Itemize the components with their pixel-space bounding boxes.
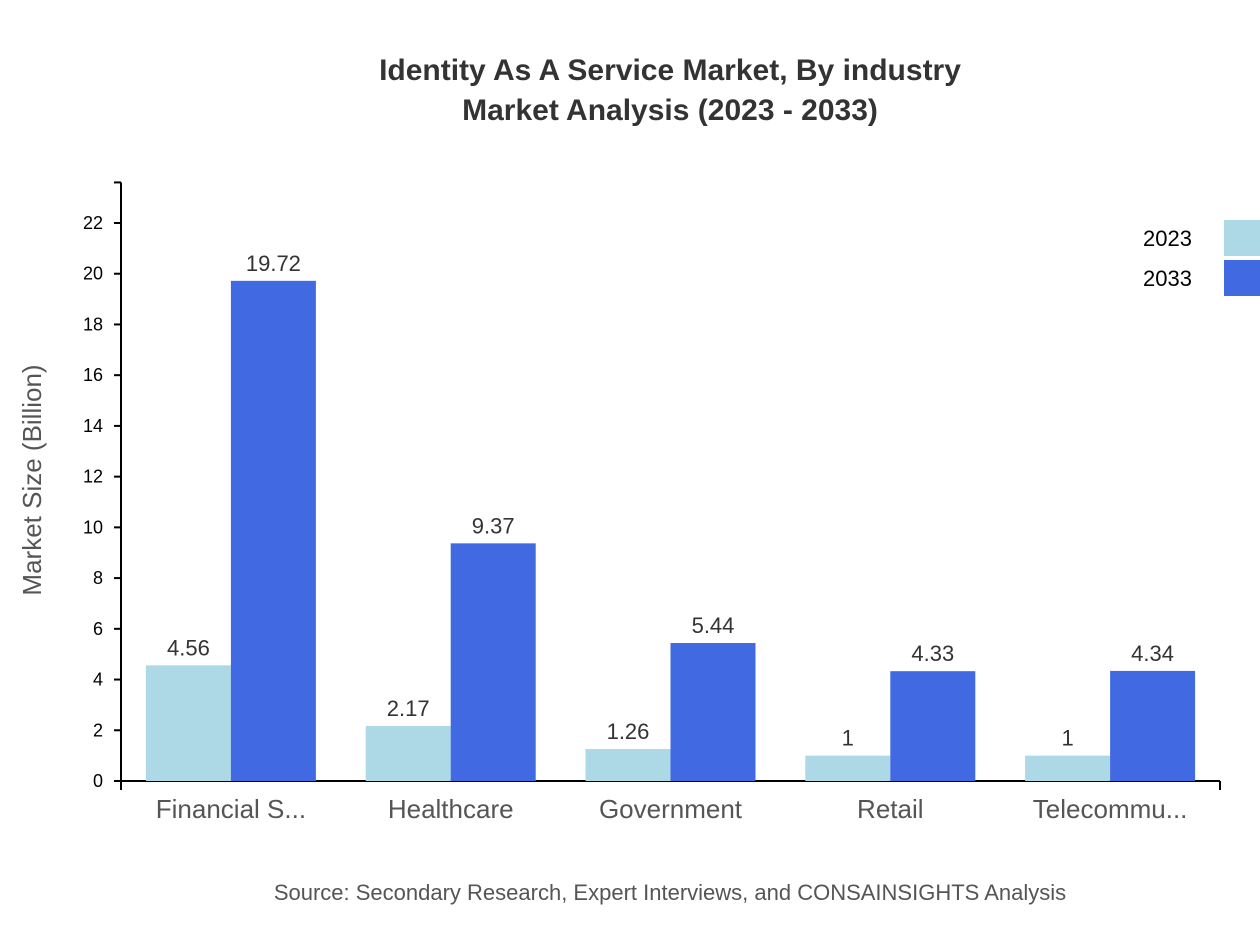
x-tick-label: Financial S... — [156, 794, 306, 824]
legend-label: 2023 — [1143, 226, 1192, 251]
y-tick-label: 14 — [83, 416, 103, 436]
y-tick-label: 10 — [83, 517, 103, 537]
bar-2023[interactable] — [805, 755, 891, 781]
data-label: 2.17 — [387, 696, 430, 721]
source-note: Source: Secondary Research, Expert Inter… — [274, 880, 1066, 905]
y-tick-label: 22 — [83, 213, 103, 233]
y-tick-label: 4 — [93, 670, 103, 690]
y-tick-label: 6 — [93, 619, 103, 639]
bar-2023[interactable] — [365, 725, 451, 781]
bar-2033[interactable] — [670, 643, 756, 781]
bar-2033[interactable] — [450, 543, 536, 781]
x-tick-label: Government — [599, 794, 743, 824]
bar-2023[interactable] — [145, 665, 231, 781]
data-label: 4.56 — [167, 635, 210, 660]
data-label: 1 — [1061, 726, 1073, 751]
bar-2033[interactable] — [890, 671, 976, 781]
legend-swatch — [1224, 260, 1260, 296]
data-label: 5.44 — [692, 613, 735, 638]
bar-2033[interactable] — [230, 280, 316, 781]
y-tick-label: 20 — [83, 264, 103, 284]
legend-label: 2033 — [1143, 266, 1192, 291]
y-tick-label: 8 — [93, 568, 103, 588]
data-label: 1.26 — [607, 719, 650, 744]
y-tick-label: 16 — [83, 365, 103, 385]
bar-2033[interactable] — [1110, 670, 1196, 781]
data-label: 4.33 — [911, 641, 954, 666]
y-tick-label: 12 — [83, 467, 103, 487]
y-tick-label: 18 — [83, 314, 103, 334]
bar-2023[interactable] — [1025, 755, 1111, 781]
data-label: 4.34 — [1131, 641, 1174, 666]
y-axis-label: Market Size (Billion) — [17, 364, 47, 595]
legend-swatch — [1224, 220, 1260, 256]
data-label: 19.72 — [246, 251, 301, 276]
y-tick-label: 0 — [93, 771, 103, 791]
data-label: 1 — [842, 726, 854, 751]
x-tick-label: Telecommu... — [1033, 794, 1188, 824]
x-tick-label: Healthcare — [388, 794, 514, 824]
chart-subtitle: Market Analysis (2023 - 2033) — [462, 94, 878, 127]
y-tick-label: 2 — [93, 720, 103, 740]
x-tick-label: Retail — [857, 794, 923, 824]
bar-2023[interactable] — [585, 749, 671, 781]
chart-title: Identity As A Service Market, By industr… — [379, 54, 961, 87]
data-label: 9.37 — [472, 513, 515, 538]
